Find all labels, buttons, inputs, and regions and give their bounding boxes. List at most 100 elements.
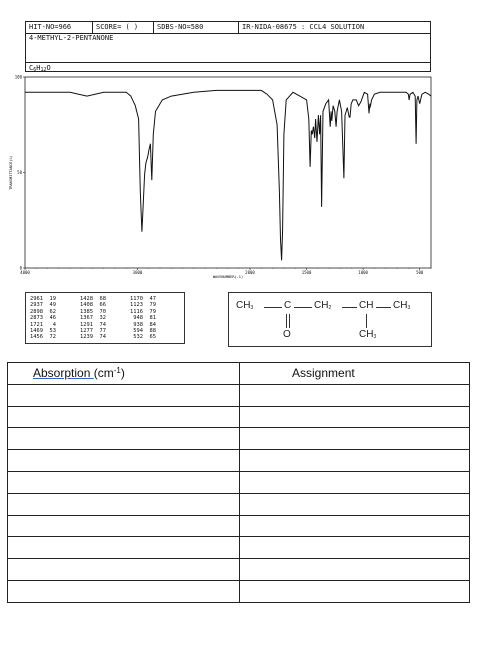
bond	[376, 307, 391, 308]
peak-transmittance: 88	[142, 327, 156, 334]
peak-row: 2961 19	[30, 296, 56, 302]
peak-transmittance: 81	[142, 315, 156, 322]
absorption-cell[interactable]	[7, 558, 240, 581]
x-axis-ticks: 4000 3000 2000 1500 1000 500	[20, 268, 432, 275]
absorption-cell[interactable]	[7, 514, 240, 538]
peak-transmittance: 65	[142, 334, 156, 341]
chemical-structure: CH3 C CH2 CH CH3 O CH3	[228, 292, 432, 347]
peak-transmittance: 53	[42, 327, 56, 334]
peak-row: 1239 74	[80, 334, 106, 340]
peak-column: 1170 47 1123 79 1116 79 948 81 938 84 594 …	[130, 296, 156, 341]
peak-transmittance: 72	[42, 334, 56, 341]
peak-transmittance: 68	[92, 296, 106, 302]
absorption-cell[interactable]	[7, 427, 240, 451]
peak-list-table: 2961 19 2937 49 2898 62 2873 46 1721 4 1469 5…	[25, 292, 185, 344]
y-tick-label: 50	[17, 170, 22, 175]
peak-wavenumber: 1721	[30, 321, 43, 328]
atom-ch2: CH2	[314, 300, 332, 311]
assignment-table: Absorption (cm-1) Assignment	[7, 362, 470, 603]
peak-row: 1385 70	[80, 309, 106, 315]
bond	[366, 314, 367, 328]
peak-wavenumber: 1408	[80, 302, 93, 309]
x-axis-label: WAVENUMBER(-1)	[213, 275, 243, 279]
atom-ch: CH	[359, 300, 374, 311]
absorption-cell[interactable]	[7, 449, 240, 472]
peak-row: 1291 74	[80, 322, 106, 328]
peak-row: 2898 62	[30, 309, 56, 315]
peak-transmittance: 19	[42, 296, 56, 302]
peak-wavenumber: 1170	[130, 296, 143, 302]
peak-wavenumber: 1385	[80, 308, 93, 315]
peak-transmittance: 66	[92, 302, 106, 309]
peak-row: 1123 79	[130, 302, 156, 308]
absorption-cell[interactable]	[7, 579, 240, 603]
peak-column: 2961 19 2937 49 2898 62 2873 46 1721 4 1469 5…	[30, 296, 56, 341]
atom-ch3-bottom: CH3	[359, 329, 377, 340]
assignment-cell[interactable]	[239, 492, 470, 516]
double-bond	[286, 314, 287, 328]
assignment-cell[interactable]	[239, 383, 470, 407]
absorption-cell[interactable]	[7, 470, 240, 494]
peak-wavenumber: 1277	[80, 327, 93, 334]
peak-wavenumber: 938	[130, 321, 143, 328]
y-tick-label: 100	[15, 75, 23, 80]
peak-row: 532 65	[130, 334, 156, 340]
peak-transmittance: 49	[42, 302, 56, 309]
y-axis-label: TRANSMITTANCE(%)	[9, 155, 13, 190]
peak-wavenumber: 1123	[130, 302, 143, 309]
absorption-cell[interactable]	[7, 536, 240, 560]
peak-transmittance: 47	[142, 296, 156, 302]
assignment-cell[interactable]	[239, 514, 470, 538]
peak-transmittance: 74	[92, 334, 106, 341]
peak-wavenumber: 1239	[80, 334, 93, 341]
y-tick-label: 0	[20, 266, 23, 271]
peak-row: 1408 66	[80, 302, 106, 308]
peak-row: 1116 79	[130, 309, 156, 315]
peak-row: 1170 47	[130, 296, 156, 302]
score: SCORE= ( )	[96, 23, 139, 31]
bond	[294, 307, 312, 308]
x-tick-label: 3000	[133, 270, 143, 275]
peak-transmittance: 70	[92, 308, 106, 315]
assignment-cell[interactable]	[239, 558, 470, 581]
assignment-cell[interactable]	[239, 405, 470, 429]
peak-transmittance: 74	[92, 321, 106, 328]
peak-wavenumber: 2937	[30, 302, 43, 309]
molecular-formula: C6H12O	[26, 62, 430, 73]
assignment-cell[interactable]	[239, 427, 470, 451]
assignment-cell[interactable]	[239, 470, 470, 494]
peak-transmittance: 4	[42, 321, 56, 328]
absorption-cell[interactable]	[7, 383, 240, 407]
x-tick-label: 4000	[20, 270, 30, 275]
atom-ch3-left: CH3	[236, 300, 254, 311]
compound-name: 4-METHYL-2-PENTANONE	[29, 34, 114, 42]
x-tick-label: 2000	[245, 270, 255, 275]
peak-transmittance: 84	[142, 321, 156, 328]
atom-oxygen: O	[283, 329, 291, 340]
peak-row: 1367 32	[80, 315, 106, 321]
x-tick-label: 500	[416, 270, 424, 275]
peak-wavenumber: 1291	[80, 321, 93, 328]
x-tick-label: 1000	[358, 270, 368, 275]
atom-ch3-right: CH3	[393, 300, 411, 311]
peak-row: 1469 53	[30, 328, 56, 334]
ir-info: IR-NIDA-08675 : CCL4 SOLUTION	[242, 23, 365, 31]
peak-column: 1428 68 1408 66 1385 70 1367 32 1291 74 1277 …	[80, 296, 106, 341]
assignment-cell[interactable]	[239, 449, 470, 472]
hit-number: HIT-NO=966	[29, 23, 72, 31]
bond	[342, 307, 357, 308]
peak-row: 2937 49	[30, 302, 56, 308]
peak-transmittance: 77	[92, 327, 106, 334]
absorption-cell[interactable]	[7, 492, 240, 516]
sdbs-number: SDBS-NO=580	[157, 23, 204, 31]
peak-transmittance: 32	[92, 315, 106, 322]
absorption-header: Absorption (cm-1)	[7, 362, 240, 385]
assignment-cell[interactable]	[239, 579, 470, 603]
header-info-row: HIT-NO=966 SCORE= ( ) SDBS-NO=580 IR-NID…	[26, 22, 430, 34]
peak-row: 948 81	[130, 315, 156, 321]
peak-row: 1456 72	[30, 334, 56, 340]
peak-transmittance: 79	[142, 308, 156, 315]
absorption-cell[interactable]	[7, 405, 240, 429]
assignment-cell[interactable]	[239, 536, 470, 560]
peak-transmittance: 62	[42, 308, 56, 315]
